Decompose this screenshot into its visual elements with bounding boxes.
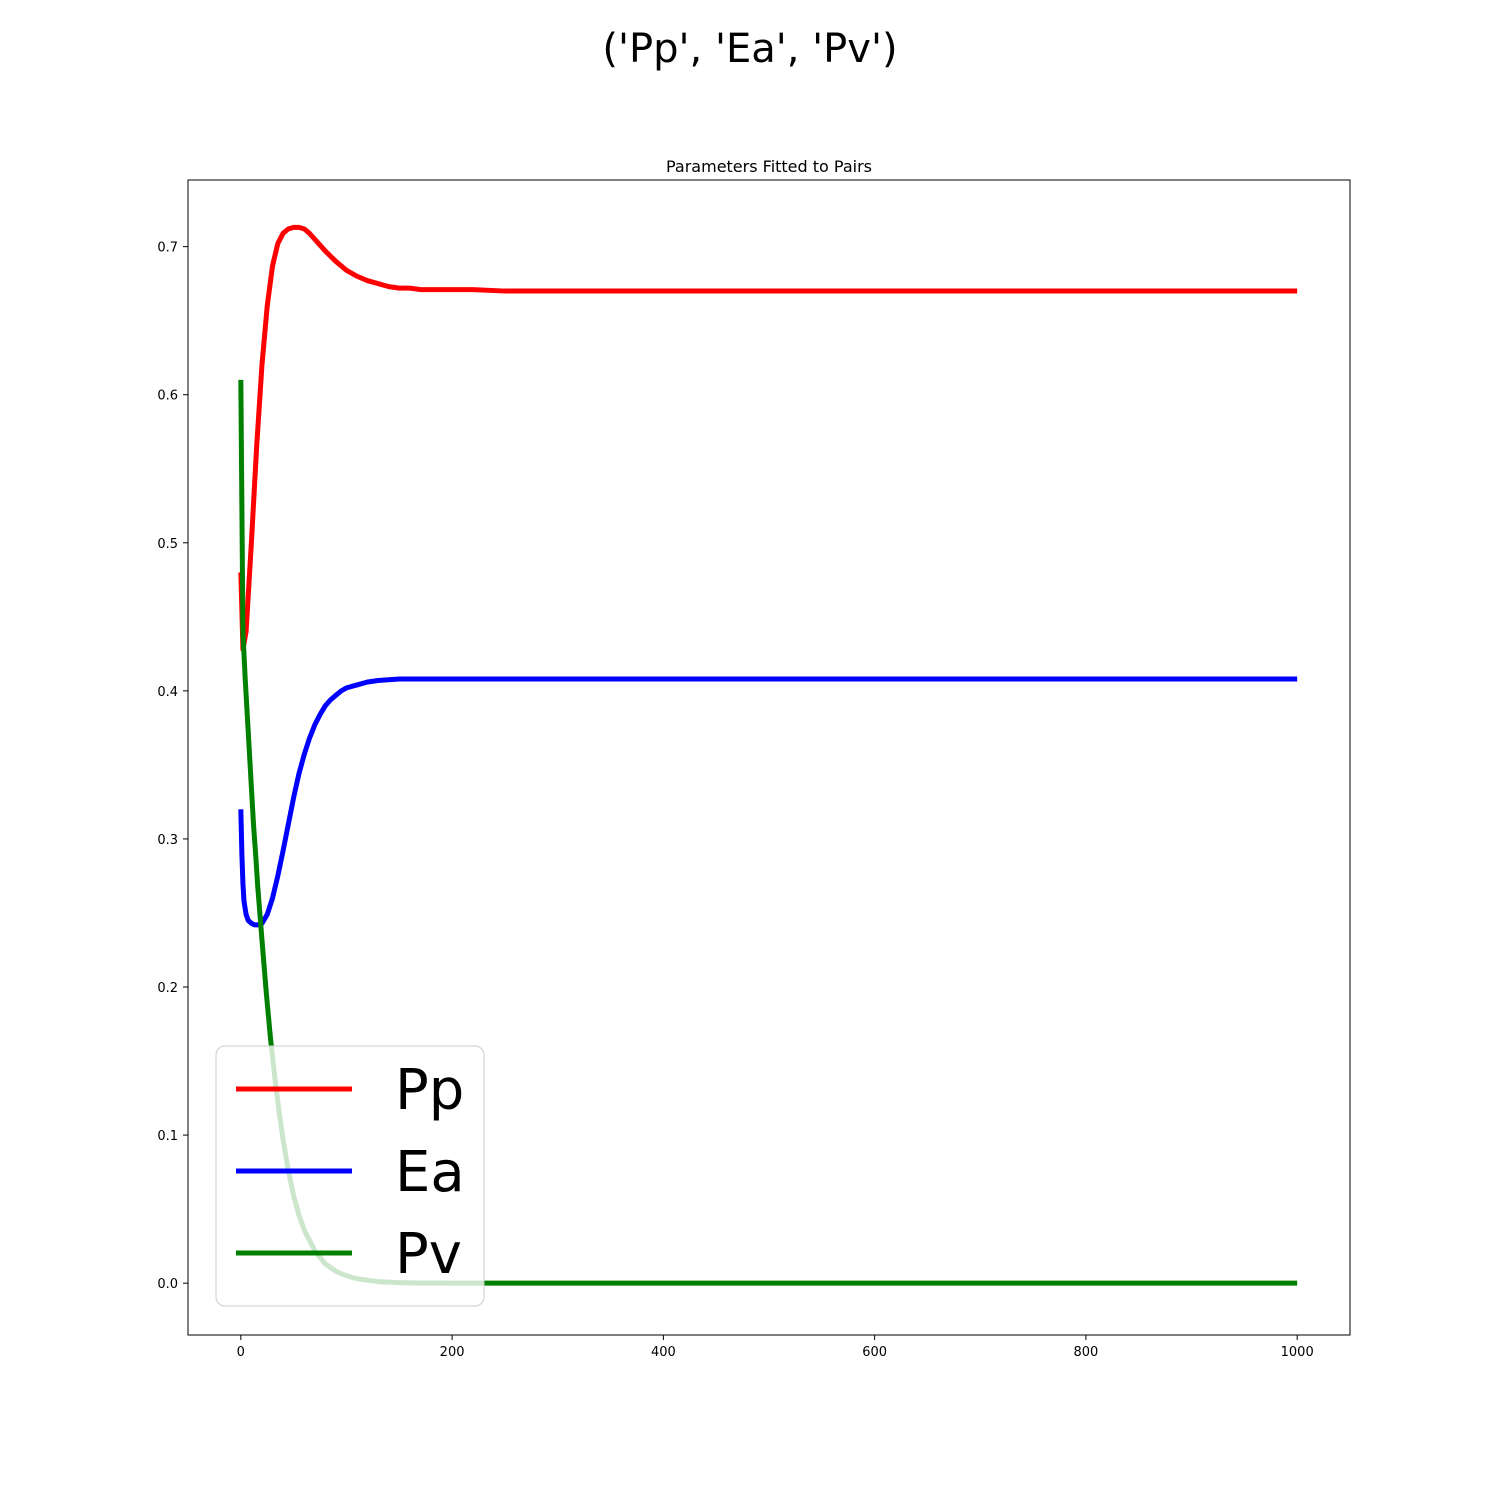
x-tick-label: 600 (862, 1345, 887, 1360)
series-line-pp (238, 224, 1298, 652)
series-line-ea (238, 676, 1298, 928)
chart-title: Parameters Fitted to Pairs (666, 157, 872, 176)
y-tick-label: 0.4 (157, 685, 178, 700)
legend-label-ea: Ea (395, 1140, 465, 1205)
figure-suptitle: ('Pp', 'Ea', 'Pv') (602, 26, 897, 72)
y-tick-label: 0.3 (157, 833, 178, 848)
legend: Pp Ea Pv (215, 1045, 485, 1307)
x-tick-label: 0 (237, 1345, 245, 1360)
x-tick-label: 800 (1073, 1345, 1098, 1360)
y-tick-label: 0.5 (157, 537, 178, 552)
x-tick-label: 400 (651, 1345, 676, 1360)
y-tick-label: 0.2 (157, 981, 178, 996)
y-tick-label: 0.6 (157, 389, 178, 404)
y-tick-label: 0.7 (157, 241, 178, 256)
legend-label-pv: Pv (395, 1222, 462, 1287)
y-axis: 0.0 0.1 0.2 0.3 0.4 0.5 0.6 0.7 (157, 241, 188, 1292)
y-tick-label: 0.1 (157, 1129, 178, 1144)
x-axis: 0 200 400 600 800 1000 (237, 1335, 1314, 1360)
legend-frame (215, 1045, 485, 1307)
legend-label-pp: Pp (395, 1058, 464, 1123)
y-tick-label: 0.0 (157, 1277, 178, 1292)
x-tick-label: 200 (440, 1345, 465, 1360)
x-tick-label: 1000 (1281, 1345, 1314, 1360)
plot-frame (187, 179, 1351, 1336)
